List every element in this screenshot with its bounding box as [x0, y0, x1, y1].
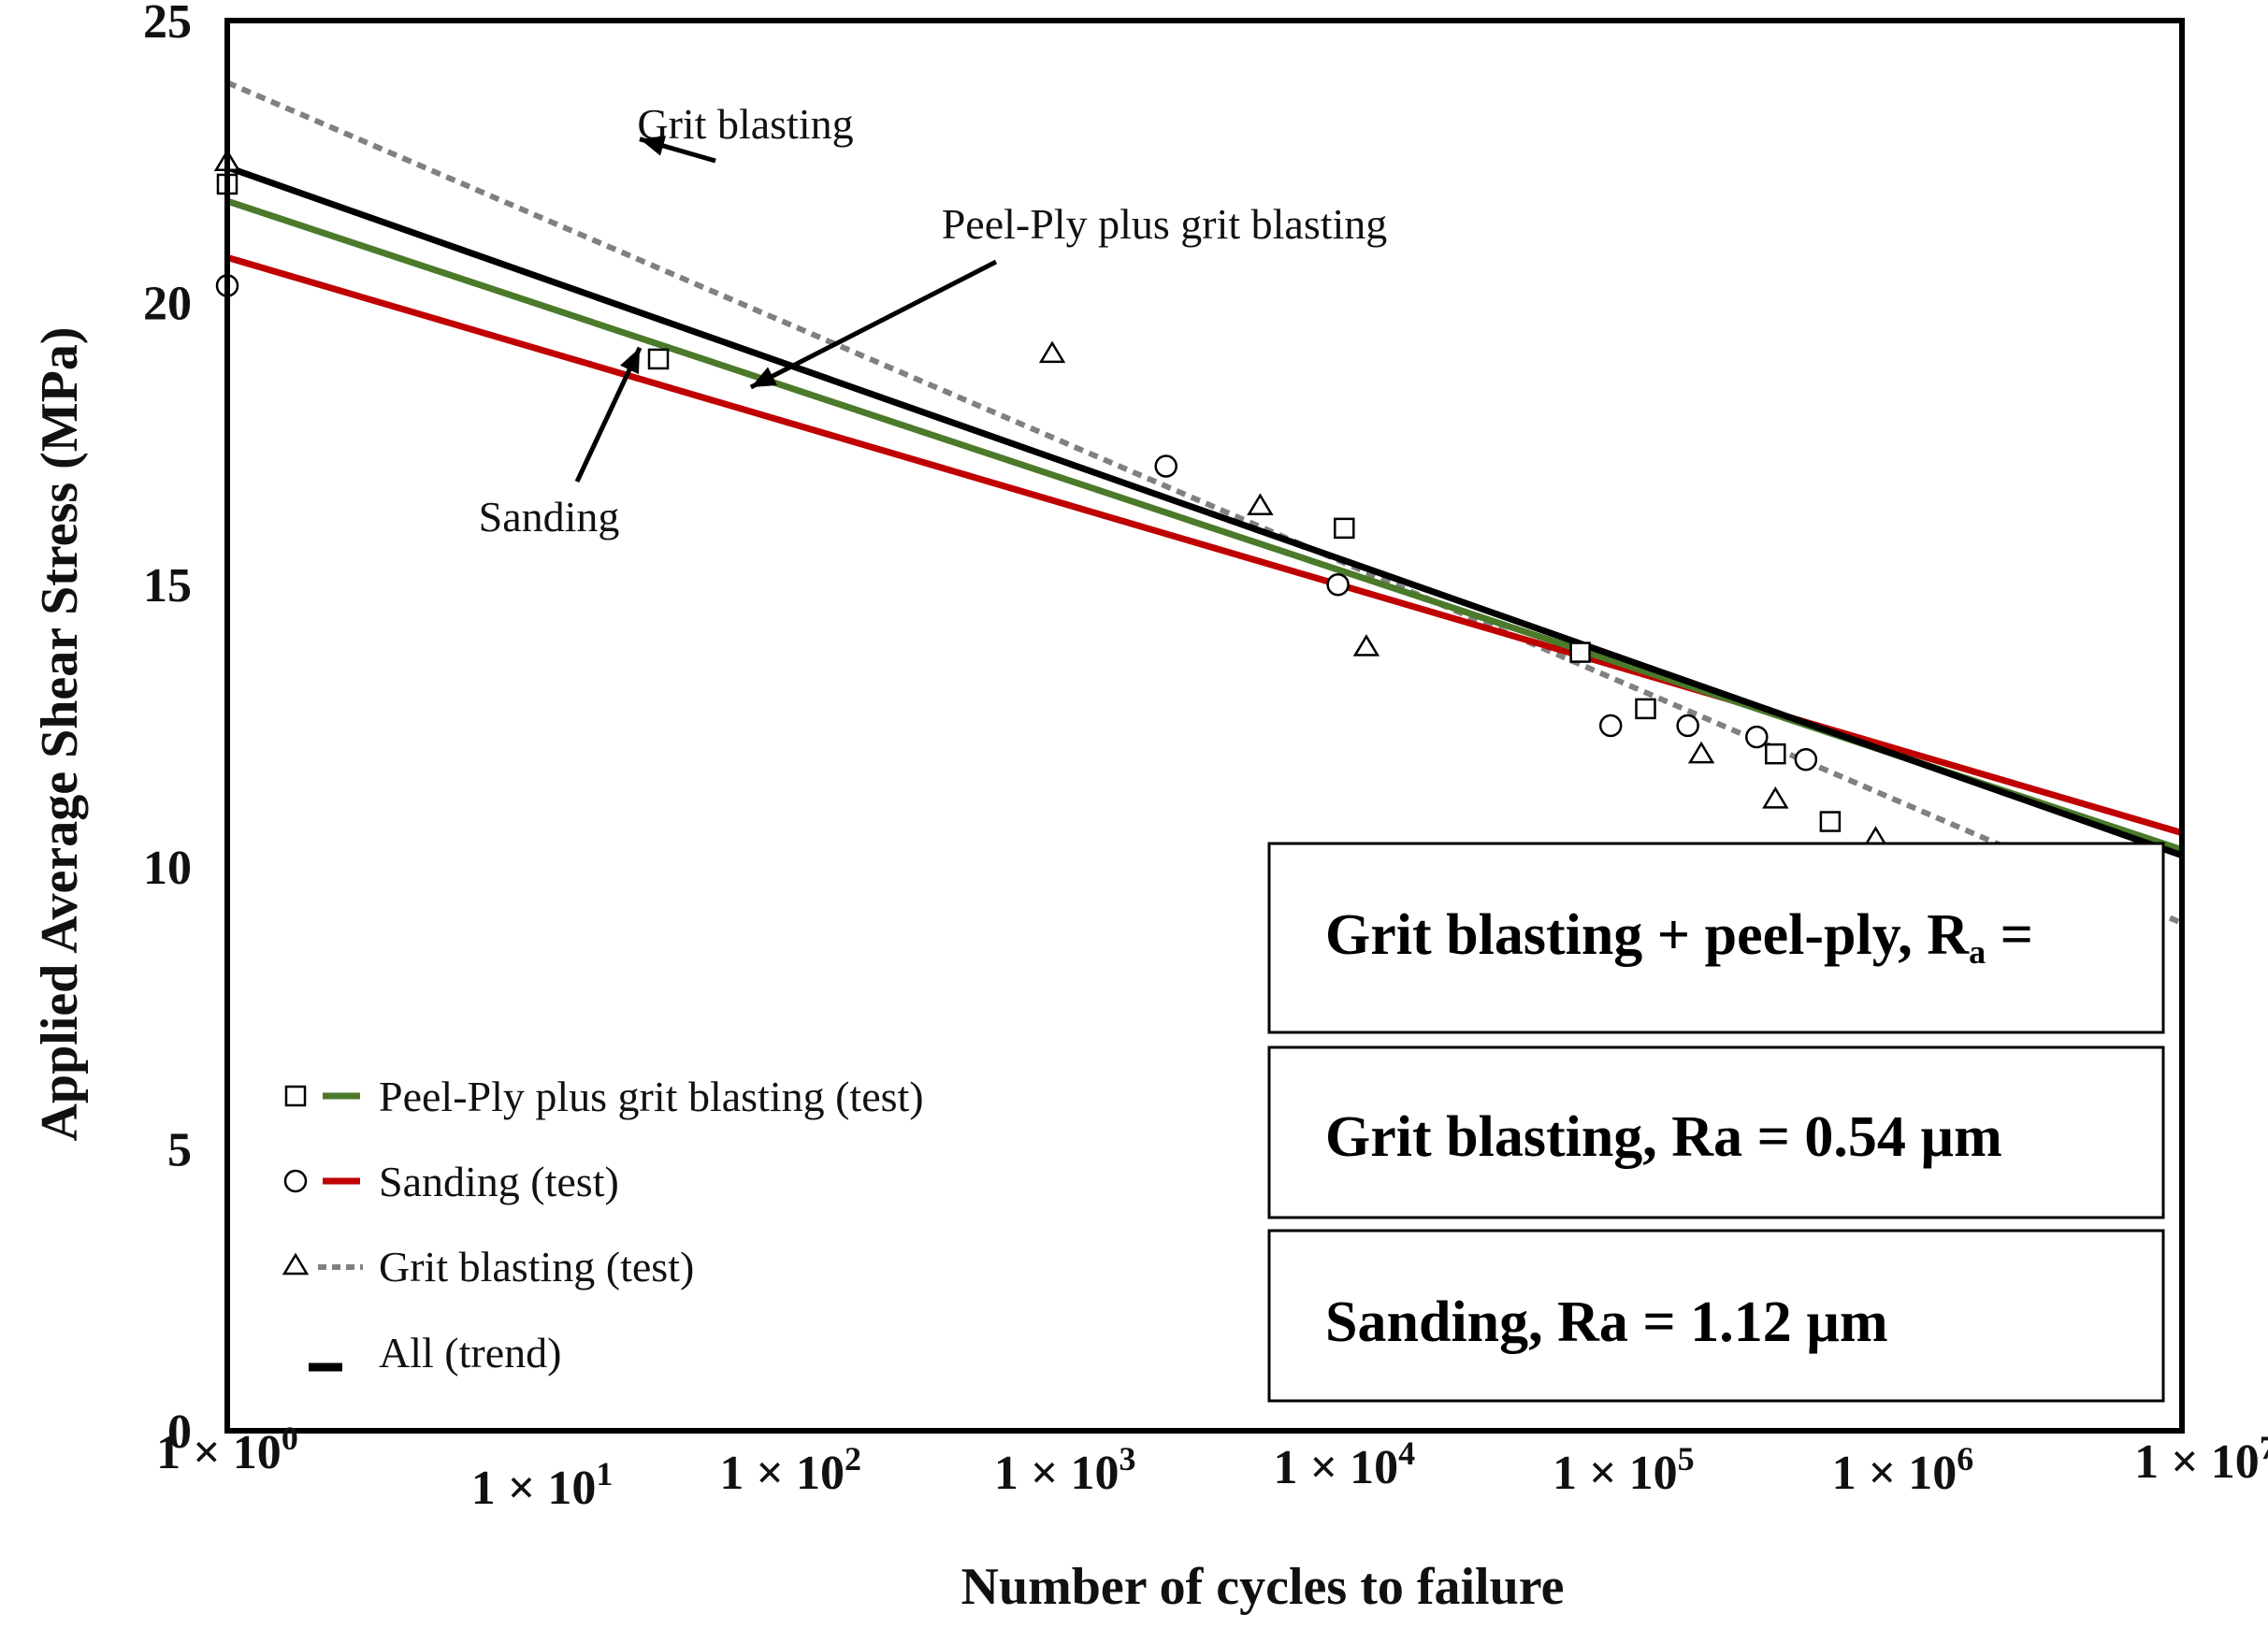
- data-point-grit-blasting-test-3: [1247, 493, 1274, 516]
- x-tick-label-6-mantissa: 1 × 10: [1832, 1447, 1957, 1500]
- x-tick-label-7-exponent: 7: [2260, 1429, 2268, 1466]
- x-tick-label-3: 1 × 103: [994, 1440, 1136, 1500]
- y-axis-label: Applied Average Shear Stress (MPa): [31, 326, 89, 1141]
- x-tick-label-7-mantissa: 1 × 10: [2134, 1435, 2260, 1489]
- x-tick-label-6: 1 × 106: [1832, 1440, 1974, 1500]
- x-tick-label-5-exponent: 5: [1678, 1440, 1695, 1478]
- annotation-arrow-sanding-head: [620, 347, 641, 375]
- data-point-peel-ply-plus-grit-blasting-test-4: [1569, 642, 1591, 663]
- data-point-sanding-test-4: [1598, 714, 1623, 738]
- legend-marker-triangle: [282, 1252, 310, 1276]
- x-tick-label-1-exponent: 1: [596, 1455, 613, 1492]
- legend-label-peel-ply: Peel-Ply plus grit blasting (test): [379, 1073, 924, 1120]
- annotation-arrow-peel-ply-plus-grit-blasting-head: [750, 367, 777, 388]
- trend-line-sanding-test: [226, 253, 2183, 836]
- x-tick-label-1: 1 × 101: [471, 1455, 614, 1515]
- info-box-peel-ply-tail: =: [1986, 903, 2033, 967]
- x-tick-label-4-exponent: 4: [1398, 1434, 1415, 1472]
- y-tick-label-15: 15: [143, 559, 192, 613]
- legend-marker-square: [284, 1085, 307, 1107]
- data-point-sanding-test-5: [1676, 714, 1699, 738]
- x-tick-label-0-mantissa: 1 × 10: [156, 1426, 282, 1479]
- plot-frame: [224, 18, 2185, 1434]
- x-tick-label-5: 1 × 105: [1553, 1440, 1695, 1500]
- data-point-sanding-test-7: [1794, 747, 1818, 771]
- x-tick-label-4: 1 × 104: [1273, 1434, 1415, 1494]
- info-box-peel-ply-subscript: a: [1969, 933, 1986, 971]
- x-tick-label-1-mantissa: 1 × 10: [471, 1462, 597, 1515]
- trend-lines: [225, 79, 2184, 926]
- info-box-sanding: [1267, 1229, 2165, 1403]
- x-tick-label-4-mantissa: 1 × 10: [1273, 1441, 1398, 1494]
- info-boxes: Grit blasting + peel-ply, Ra = Grit blas…: [1267, 842, 2165, 1403]
- legend-label-all: All (trend): [379, 1329, 561, 1377]
- legend-label-grit-blasting: Grit blasting (test): [379, 1243, 694, 1290]
- info-box-peel-ply-text: Grit blasting + peel-ply, Ra =: [1325, 903, 2033, 971]
- data-point-peel-ply-plus-grit-blasting-test-7: [1819, 811, 1842, 832]
- legend-marker-circle: [283, 1169, 308, 1193]
- data-points: [213, 149, 1889, 848]
- trend-line-grit-blasting-test: [225, 79, 2184, 926]
- data-point-grit-blasting-test-2: [1038, 340, 1066, 364]
- x-tick-label-6-exponent: 6: [1957, 1440, 1973, 1478]
- x-tick-label-0-exponent: 0: [282, 1420, 298, 1457]
- data-point-peel-ply-plus-grit-blasting-test-6: [1765, 742, 1786, 765]
- y-tick-label-10: 10: [143, 842, 192, 895]
- data-point-peel-ply-plus-grit-blasting-test-3: [1334, 517, 1355, 540]
- x-axis-label: Number of cycles to failure: [961, 1558, 1565, 1616]
- annotation-arrow-grit-blasting-head: [640, 136, 667, 156]
- info-box-grit-blasting-text: Grit blasting, Ra = 0.54 µm: [1325, 1105, 2002, 1169]
- y-tick-label-25: 25: [143, 0, 192, 49]
- annotation-arrow-sanding: [574, 346, 643, 483]
- trend-line-all-trend: [225, 164, 2184, 859]
- annotation-arrow-sanding-shaft: [574, 346, 643, 483]
- data-point-sanding-test-6: [1745, 725, 1769, 749]
- annotation-peel-ply-grit-blasting: Peel-Ply plus grit blasting: [942, 200, 1388, 248]
- x-tick-label-5-mantissa: 1 × 10: [1553, 1447, 1678, 1500]
- info-box-grit-blasting: [1267, 1045, 2165, 1219]
- x-tick-label-0: 1 × 100: [156, 1420, 298, 1479]
- data-point-sanding-test-2: [1154, 454, 1177, 478]
- y-tick-label-5: 5: [167, 1123, 192, 1176]
- x-tick-label-7: 1 × 107: [2134, 1429, 2268, 1489]
- annotation-arrow-peel-ply-plus-grit-blasting: [749, 259, 998, 390]
- x-tick-label-2: 1 × 102: [719, 1440, 861, 1500]
- annotation-sanding: Sanding: [479, 493, 620, 541]
- annotation-arrow-grit-blasting: [639, 136, 716, 164]
- data-point-peel-ply-plus-grit-blasting-test-5: [1635, 698, 1656, 720]
- y-tick-label-20: 20: [143, 278, 192, 331]
- x-tick-label-3-exponent: 3: [1120, 1440, 1136, 1478]
- info-box-sanding-text: Sanding, Ra = 1.12 µm: [1325, 1290, 1888, 1354]
- legend: Peel-Ply plus grit blasting (test) Sandi…: [282, 1073, 924, 1377]
- annotation-arrow-peel-ply-plus-grit-blasting-shaft: [749, 259, 998, 390]
- x-tick-label-2-exponent: 2: [845, 1440, 861, 1478]
- legend-label-sanding: Sanding (test): [379, 1158, 619, 1205]
- y-tick-label-0: 0: [167, 1406, 192, 1459]
- info-box-peel-ply-main: Grit blasting + peel-ply, R: [1325, 903, 1970, 967]
- data-point-grit-blasting-test-5: [1687, 741, 1715, 764]
- info-box-peel-ply: [1267, 842, 2165, 1034]
- data-point-sanding-test-3: [1326, 572, 1350, 597]
- y-axis-ticks: 0 5 10 15 20 25: [143, 0, 192, 1459]
- data-point-peel-ply-plus-grit-blasting-test-2: [647, 348, 670, 370]
- annotation-grit-blasting: Grit blasting: [637, 100, 853, 148]
- x-tick-label-3-mantissa: 1 × 10: [994, 1447, 1120, 1500]
- annotations: Grit blasting Peel-Ply plus grit blastin…: [479, 100, 1388, 541]
- x-tick-label-2-mantissa: 1 × 10: [719, 1447, 845, 1500]
- data-point-grit-blasting-test-6: [1762, 786, 1789, 809]
- data-point-grit-blasting-test-4: [1352, 634, 1380, 656]
